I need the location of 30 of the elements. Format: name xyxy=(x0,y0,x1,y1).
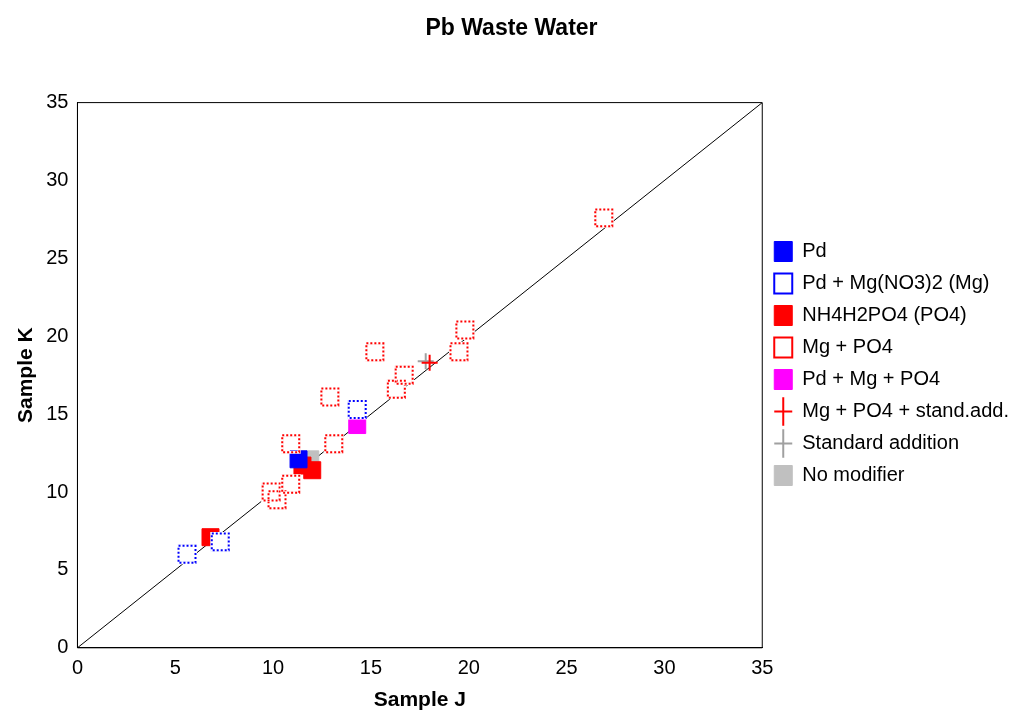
point xyxy=(416,352,435,371)
legend-label: Mg + PO4 + stand.add. xyxy=(802,399,1010,422)
y-tick-label: 20 xyxy=(46,323,69,346)
x-tick-label: 30 xyxy=(653,656,676,679)
y-tick-label: 25 xyxy=(46,245,69,268)
point xyxy=(303,461,322,480)
x-tick-label: 35 xyxy=(751,656,774,679)
x-tick-label: 20 xyxy=(457,656,480,679)
legend-label: Mg + PO4 xyxy=(802,335,893,358)
y-tick-label: 5 xyxy=(57,557,69,580)
y-tick-label: 35 xyxy=(46,90,69,113)
x-axis-title: Sample J xyxy=(373,687,466,711)
y-tick-label: 30 xyxy=(46,168,69,190)
x-tick-label: 10 xyxy=(261,656,285,679)
y-tick-label: 15 xyxy=(46,401,69,424)
legend-label: Pd xyxy=(802,239,827,262)
x-tick-label: 15 xyxy=(359,656,383,679)
point xyxy=(420,353,439,372)
legend-label: No modifier xyxy=(802,463,905,486)
y-axis-title: Sample K xyxy=(13,327,37,424)
x-tick-label: 5 xyxy=(169,656,181,679)
chart-title: Pb Waste Water xyxy=(425,14,598,41)
legend-label: Pd + Mg(NO3)2 (Mg) xyxy=(802,271,990,294)
x-tick-label: 25 xyxy=(555,656,578,679)
y-tick-label: 0 xyxy=(57,635,69,658)
legend-label: Pd + Mg + PO4 xyxy=(802,367,941,390)
y-tick-label: 10 xyxy=(46,479,69,502)
legend-label: Standard addition xyxy=(802,431,960,454)
legend-label: NH4H2PO4 (PO4) xyxy=(802,303,967,326)
x-tick-label: 0 xyxy=(71,656,84,679)
